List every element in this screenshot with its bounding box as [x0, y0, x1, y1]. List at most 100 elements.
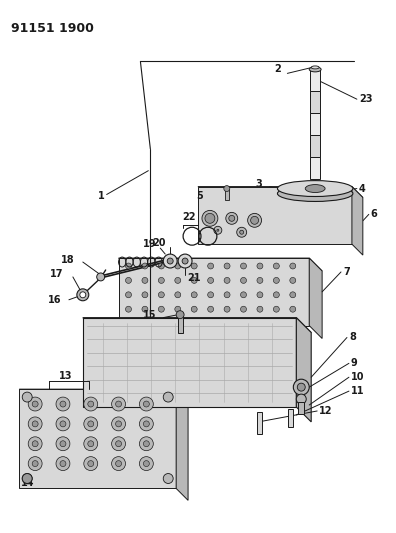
Bar	[298, 402, 304, 414]
Circle shape	[28, 397, 42, 411]
Circle shape	[139, 397, 153, 411]
Circle shape	[84, 417, 98, 431]
Circle shape	[88, 421, 94, 427]
Circle shape	[126, 277, 131, 284]
Circle shape	[97, 273, 105, 281]
Circle shape	[191, 292, 197, 298]
Circle shape	[32, 401, 38, 407]
Circle shape	[251, 216, 259, 224]
Circle shape	[158, 306, 164, 312]
Circle shape	[142, 263, 148, 269]
Circle shape	[273, 306, 279, 312]
Circle shape	[208, 306, 213, 312]
Circle shape	[77, 289, 89, 301]
Circle shape	[56, 417, 70, 431]
Text: 14: 14	[21, 479, 35, 488]
Circle shape	[142, 306, 148, 312]
Circle shape	[248, 213, 261, 227]
Text: 6: 6	[371, 209, 377, 220]
Text: 5: 5	[196, 190, 203, 200]
Text: 23: 23	[359, 94, 372, 104]
Circle shape	[224, 185, 230, 191]
Circle shape	[126, 263, 131, 269]
Text: 3: 3	[256, 179, 263, 189]
Circle shape	[224, 292, 230, 298]
Bar	[178, 313, 183, 333]
Circle shape	[32, 461, 38, 466]
Circle shape	[158, 277, 164, 284]
Circle shape	[32, 421, 38, 427]
Text: 10: 10	[351, 372, 364, 382]
Circle shape	[32, 441, 38, 447]
Text: 7: 7	[343, 267, 350, 277]
Circle shape	[139, 417, 153, 431]
Circle shape	[22, 473, 32, 483]
Circle shape	[273, 277, 279, 284]
Circle shape	[224, 263, 230, 269]
Circle shape	[240, 230, 244, 234]
Circle shape	[80, 292, 86, 298]
Text: 11: 11	[351, 386, 364, 396]
Circle shape	[88, 441, 94, 447]
Circle shape	[112, 417, 126, 431]
Circle shape	[143, 441, 149, 447]
Ellipse shape	[305, 184, 325, 192]
Circle shape	[182, 258, 188, 264]
Circle shape	[240, 292, 246, 298]
Circle shape	[116, 421, 122, 427]
Circle shape	[178, 254, 192, 268]
Circle shape	[240, 306, 246, 312]
Circle shape	[142, 292, 148, 298]
Circle shape	[139, 437, 153, 451]
Circle shape	[175, 263, 181, 269]
Circle shape	[112, 397, 126, 411]
Text: 13: 13	[59, 371, 72, 381]
Circle shape	[191, 277, 197, 284]
Polygon shape	[309, 258, 322, 338]
Polygon shape	[19, 389, 176, 488]
Circle shape	[163, 473, 173, 483]
Circle shape	[22, 473, 32, 483]
Circle shape	[205, 213, 215, 223]
Circle shape	[290, 263, 296, 269]
Circle shape	[28, 417, 42, 431]
Circle shape	[191, 263, 197, 269]
Circle shape	[229, 215, 235, 221]
Polygon shape	[176, 389, 188, 500]
Circle shape	[202, 211, 218, 227]
Circle shape	[158, 263, 164, 269]
Bar	[257, 412, 261, 434]
Bar	[310, 69, 320, 91]
Text: 1: 1	[98, 190, 105, 200]
Bar	[288, 409, 293, 427]
Text: 2: 2	[275, 64, 282, 75]
Circle shape	[158, 292, 164, 298]
Polygon shape	[83, 318, 311, 333]
Text: 19: 19	[143, 239, 156, 249]
Polygon shape	[83, 318, 296, 407]
Circle shape	[126, 292, 131, 298]
Ellipse shape	[278, 181, 353, 197]
Circle shape	[88, 461, 94, 466]
Circle shape	[224, 277, 230, 284]
Circle shape	[84, 457, 98, 471]
Polygon shape	[198, 187, 363, 198]
Text: 91151 1900: 91151 1900	[11, 22, 94, 35]
Circle shape	[28, 437, 42, 451]
Polygon shape	[118, 258, 309, 326]
Text: 22: 22	[183, 212, 196, 222]
Circle shape	[217, 229, 219, 231]
Circle shape	[175, 292, 181, 298]
Circle shape	[167, 258, 173, 264]
Text: 9: 9	[351, 358, 358, 368]
Circle shape	[116, 461, 122, 466]
Circle shape	[112, 457, 126, 471]
Ellipse shape	[309, 67, 321, 72]
Circle shape	[163, 254, 177, 268]
Circle shape	[290, 306, 296, 312]
Circle shape	[56, 437, 70, 451]
Circle shape	[175, 306, 181, 312]
Circle shape	[143, 401, 149, 407]
Circle shape	[84, 437, 98, 451]
Polygon shape	[118, 258, 322, 271]
